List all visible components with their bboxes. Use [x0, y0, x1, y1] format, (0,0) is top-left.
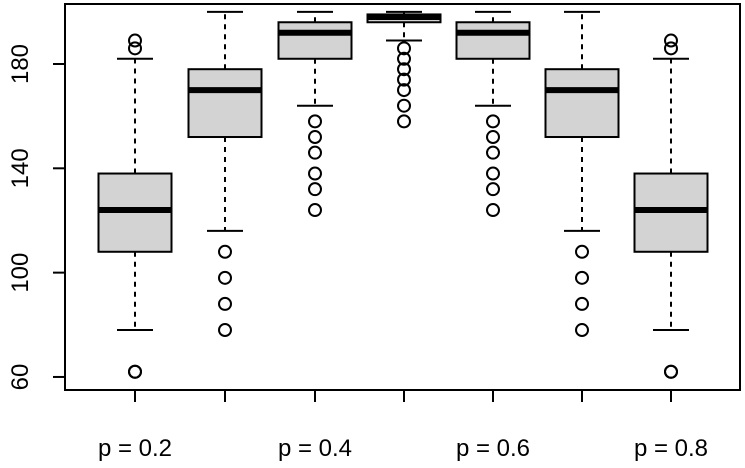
x-tick-label-5: p = 0.6: [456, 435, 530, 462]
outlier-2-1: [218, 323, 232, 338]
outlier-3-2: [308, 182, 322, 197]
outlier-4-3: [397, 83, 411, 98]
outlier-3-4: [308, 145, 322, 160]
outlier-4-5: [397, 62, 411, 77]
box-3: [277, 21, 353, 60]
box-2: [187, 68, 263, 139]
outlier-3-5: [308, 130, 322, 145]
outlier-1-3: [128, 41, 142, 56]
outlier-2-4: [218, 244, 232, 259]
outlier-3-3: [308, 166, 322, 181]
outlier-4-7: [397, 41, 411, 56]
x-tick-label-3: p = 0.4: [278, 435, 352, 462]
outlier-2-3: [218, 270, 232, 285]
outlier-5-2: [486, 182, 500, 197]
y-tick-label-180: 180: [7, 44, 34, 84]
plot-frame: [64, 3, 741, 391]
outlier-5-5: [486, 130, 500, 145]
outlier-7-3: [664, 41, 678, 56]
box-5: [455, 21, 531, 60]
y-tick-label-100: 100: [7, 253, 34, 293]
outlier-1-2: [128, 364, 142, 379]
outlier-7-4: [664, 33, 678, 48]
outlier-5-6: [486, 114, 500, 129]
outlier-4-2: [397, 98, 411, 113]
outlier-3-1: [308, 203, 322, 218]
outlier-4-1: [397, 114, 411, 129]
x-tick-label-7: p = 0.8: [634, 435, 708, 462]
outlier-6-3: [575, 270, 589, 285]
outlier-4-4: [397, 72, 411, 87]
outlier-6-2: [575, 296, 589, 311]
outlier-5-3: [486, 166, 500, 181]
y-tick-label-140: 140: [7, 148, 34, 188]
outlier-6-1: [575, 323, 589, 338]
outlier-4-6: [397, 51, 411, 66]
x-tick-label-1: p = 0.2: [98, 435, 172, 462]
box-6: [544, 68, 620, 139]
outlier-5-1: [486, 203, 500, 218]
outlier-3-6: [308, 114, 322, 129]
outlier-7-2: [664, 364, 678, 379]
outlier-1-4: [128, 33, 142, 48]
outlier-6-4: [575, 244, 589, 259]
outlier-2-2: [218, 296, 232, 311]
outlier-5-4: [486, 145, 500, 160]
y-tick-label-60: 60: [7, 364, 34, 391]
